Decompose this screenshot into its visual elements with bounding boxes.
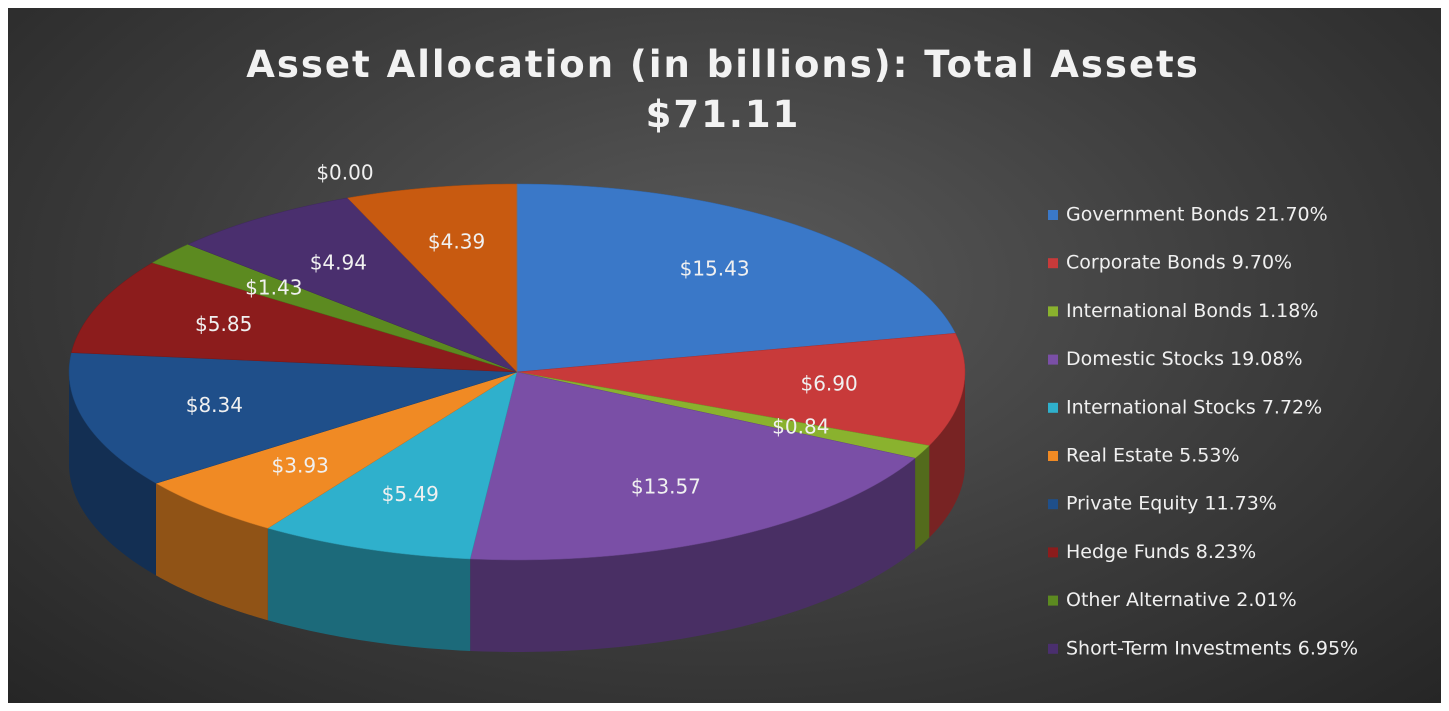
data-label: $5.85: [195, 312, 252, 336]
data-label: $6.90: [800, 371, 857, 395]
legend-label: International Bonds 1.18%: [1066, 300, 1318, 322]
legend-label: International Stocks 7.72%: [1066, 396, 1322, 418]
slice: [516, 183, 956, 373]
data-label: $4.39: [428, 229, 485, 253]
slice: [516, 333, 966, 446]
data-label: $4.94: [310, 250, 367, 274]
legend-label: Short-Term Investments 6.95%: [1066, 637, 1358, 659]
chart-area: Asset Allocation (in billions): Total As…: [8, 8, 1441, 703]
slice: [155, 371, 518, 529]
slice: [469, 371, 916, 561]
legend-label: Domestic Stocks 19.08%: [1066, 348, 1303, 370]
slice-side: [470, 458, 916, 652]
slice: [347, 183, 518, 373]
data-label: $13.57: [631, 474, 701, 498]
slice: [267, 371, 518, 560]
legend-marker: [1048, 258, 1058, 269]
legend-label: Corporate Bonds 9.70%: [1066, 252, 1292, 274]
legend-marker: [1048, 547, 1058, 558]
slice-side: [267, 528, 471, 651]
slice-side: [69, 372, 156, 576]
legend-marker: [1048, 210, 1058, 220]
chart: $15.43 $6.90 $0.84 $13.57 $5.49 $3.93 $8.34 $5.…: [68, 161, 1358, 659]
slice-side: [929, 372, 965, 538]
legend-marker: [1048, 595, 1058, 606]
legend-label: Other Alternative 2.01%: [1066, 589, 1297, 611]
data-label: $0.84: [772, 414, 829, 438]
legend-marker: [1048, 643, 1058, 654]
legend-marker: [1048, 402, 1058, 413]
slice: [71, 262, 518, 373]
slice-side: [915, 445, 930, 551]
slice: [187, 197, 518, 373]
data-label: $15.43: [680, 256, 750, 280]
data-label: $8.34: [186, 393, 243, 417]
legend-marker: [1048, 451, 1058, 461]
legend-label: Real Estate 5.53%: [1066, 445, 1240, 467]
legend-label: Government Bonds 21.70%: [1066, 204, 1328, 226]
legend-marker: [1048, 354, 1058, 365]
data-label: $3.93: [272, 454, 329, 478]
legend-marker: [1048, 306, 1058, 317]
data-label: $1.43: [245, 275, 302, 299]
chart-title: Asset Allocation (in billions): Total As…: [246, 43, 1200, 136]
slice: [68, 352, 518, 484]
legend-marker: [1048, 499, 1058, 510]
data-label: $5.49: [382, 482, 439, 506]
data-label: $0.00: [316, 161, 373, 185]
legend-label: Private Equity 11.73%: [1066, 493, 1277, 515]
slice-side: [155, 483, 268, 621]
slice: [151, 244, 518, 373]
legend-label: Hedge Funds 8.23%: [1066, 541, 1256, 563]
